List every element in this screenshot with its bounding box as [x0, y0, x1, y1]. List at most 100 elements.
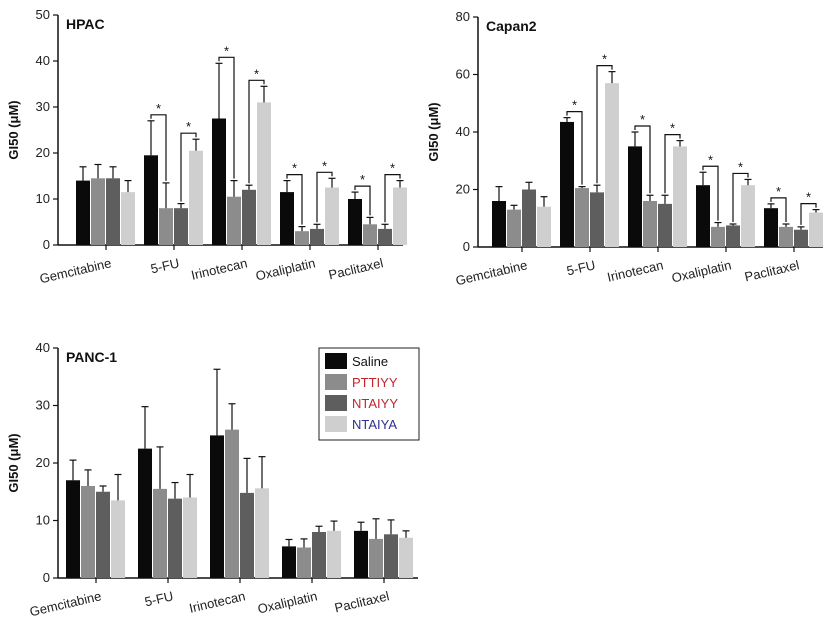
bar-ntaiyy: [794, 229, 808, 247]
chart-panel-hpac: 0 10 20 30 40 50 GI50 (μM) HPAC Gemcitabine 5-FU I…: [6, 7, 407, 286]
bar-ntaiyy: [106, 178, 120, 245]
legend-label-ntaiyy: NTAIYY: [352, 396, 398, 411]
x-tick-label-irinotecan: Irinotecan: [606, 257, 665, 284]
x-tick-label-oxaliplatin: Oxaliplatin: [670, 257, 733, 285]
bar-ntaiya: [183, 497, 197, 578]
legend-swatch-ntaiya: [325, 416, 347, 432]
significance-star: *: [640, 112, 645, 127]
significance-bracket: [634, 125, 651, 194]
bar-ntaiya: [327, 530, 341, 578]
bar-ntaiya: [809, 212, 823, 247]
bar-saline: [280, 192, 294, 245]
x-tick-label-paclitaxel: Paclitaxel: [333, 588, 391, 615]
chart-title: PANC-1: [66, 349, 117, 365]
bar-saline: [210, 435, 224, 578]
y-tick-label: 20: [36, 145, 50, 160]
bar-ntaiyy: [590, 192, 604, 247]
bar-ntaiya: [399, 537, 413, 578]
significance-star: *: [360, 172, 365, 187]
bar-ntaiyy: [96, 491, 110, 578]
y-tick-label: 60: [456, 67, 470, 82]
significance-star: *: [776, 184, 781, 199]
bar-pttiyy: [91, 178, 105, 245]
significance-bracket: [248, 79, 265, 184]
y-tick-label: 50: [36, 7, 50, 22]
bar-ntaiyy: [310, 228, 324, 245]
bar-ntaiyy: [658, 203, 672, 247]
bar-saline: [560, 121, 574, 247]
bar-saline: [764, 208, 778, 247]
bar-ntaiyy: [242, 189, 256, 245]
bar-ntaiya: [605, 83, 619, 247]
bar-saline: [138, 448, 152, 578]
significance-bracket: [664, 134, 681, 194]
significance-bracket: [732, 172, 749, 222]
significance-bracket: [150, 114, 167, 181]
chart-panel-capan2: 0 20 40 60 80 GI50 (μM) Capan2 Gemcitabine 5-FU I…: [426, 9, 823, 288]
bar-ntaiyy: [522, 189, 536, 247]
y-tick-label: 40: [456, 124, 470, 139]
bar-ntaiyy: [240, 492, 254, 578]
significance-star: *: [602, 52, 607, 67]
legend-label-saline: Saline: [352, 354, 388, 369]
y-axis-label: GI50 (μM): [426, 102, 441, 161]
legend-swatch-saline: [325, 353, 347, 369]
x-tick-label-oxaliplatin: Oxaliplatin: [254, 255, 317, 283]
bar-ntaiya: [537, 206, 551, 247]
legend-label-pttiyy: PTTIYY: [352, 375, 398, 390]
x-tick-label-irinotecan: Irinotecan: [188, 588, 247, 615]
y-tick-label: 30: [36, 99, 50, 114]
x-tick-label-paclitaxel: Paclitaxel: [327, 255, 385, 282]
bar-saline: [76, 180, 90, 245]
chart-panel-panc1: 0 10 20 30 40 GI50 (μM) PANC-1 Gemcitabine 5-FU I…: [6, 340, 418, 619]
bar-saline: [144, 155, 158, 245]
x-tick-label-5-fu: 5-FU: [149, 255, 181, 276]
legend: Saline PTTIYY NTAIYY NTAIYA: [318, 347, 420, 441]
bar-saline: [282, 546, 296, 578]
bar-ntaiyy: [312, 532, 326, 578]
y-axis-label: GI50 (μM): [6, 433, 21, 492]
y-tick-label: 0: [43, 237, 50, 252]
y-tick-label: 20: [456, 182, 470, 197]
significance-bracket: [596, 65, 613, 184]
bar-ntaiya: [325, 187, 339, 245]
significance-bracket: [180, 132, 197, 202]
chart-title: HPAC: [66, 16, 105, 32]
bar-pttiyy: [159, 208, 173, 245]
bar-ntaiya: [111, 500, 125, 578]
y-tick-label: 40: [36, 340, 50, 355]
significance-bracket: [770, 197, 787, 222]
bar-ntaiyy: [726, 225, 740, 247]
x-tick-label-5-fu: 5-FU: [565, 257, 597, 278]
significance-star: *: [224, 43, 229, 58]
bar-pttiyy: [507, 209, 521, 247]
bar-pttiyy: [779, 226, 793, 247]
x-tick-label-gemcitabine: Gemcitabine: [454, 257, 528, 288]
bar-pttiyy: [643, 201, 657, 247]
significance-bracket: [566, 111, 583, 185]
legend-swatch-ntaiyy: [325, 395, 347, 411]
y-axis-label: GI50 (μM): [6, 100, 21, 159]
y-tick-label: 10: [36, 513, 50, 528]
significance-bracket: [384, 174, 401, 223]
x-tick-label-paclitaxel: Paclitaxel: [743, 257, 801, 284]
bar-saline: [696, 185, 710, 247]
bar-saline: [348, 199, 362, 245]
significance-star: *: [708, 152, 713, 167]
bar-pttiyy: [575, 188, 589, 247]
bar-pttiyy: [363, 224, 377, 245]
bar-pttiyy: [153, 488, 167, 578]
significance-star: *: [390, 161, 395, 176]
x-tick-label-oxaliplatin: Oxaliplatin: [256, 588, 319, 616]
legend-swatch-pttiyy: [325, 374, 347, 390]
significance-star: *: [738, 159, 743, 174]
y-tick-label: 0: [43, 570, 50, 585]
bar-saline: [212, 118, 226, 245]
bar-ntaiya: [257, 102, 271, 246]
bar-saline: [66, 480, 80, 578]
bar-saline: [492, 201, 506, 247]
y-tick-label: 30: [36, 398, 50, 413]
bar-ntaiyy: [384, 534, 398, 578]
bar-ntaiya: [673, 146, 687, 247]
